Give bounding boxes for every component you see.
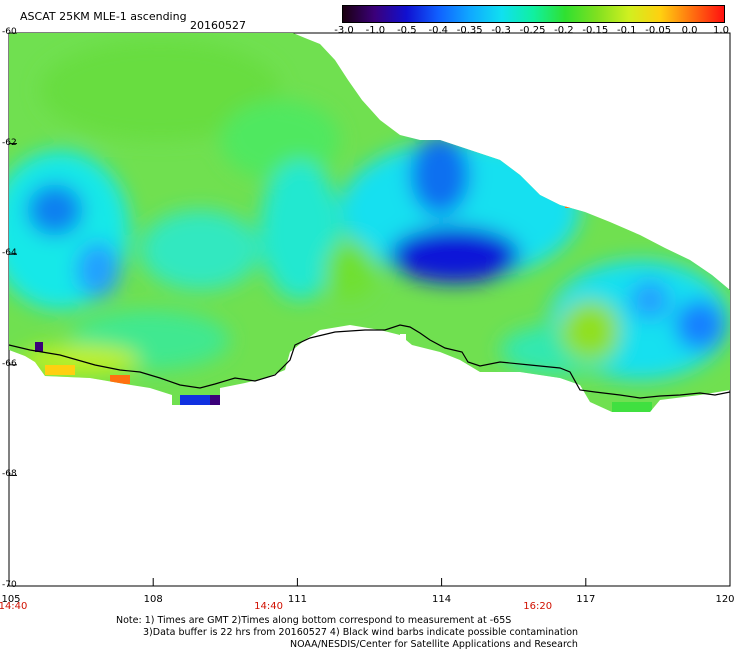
colorbar-tick-label: -0.1	[616, 25, 637, 36]
map-date: 20160527	[190, 19, 246, 32]
time-label: 16:20	[523, 601, 553, 612]
lat-label: -68	[2, 469, 17, 480]
colorbar-tick-label: -0.15	[582, 25, 609, 36]
coastline	[8, 324, 731, 399]
lon-label: 114	[432, 594, 452, 605]
lat-label: -70	[2, 580, 17, 590]
note-line-2: 3)Data buffer is 22 hrs from 20160527 4)…	[143, 627, 579, 638]
colorbar-tick-label: -0.3	[491, 25, 511, 36]
colorbar-tick-label: -3.0	[334, 25, 354, 36]
colorbar-tick-label: -0.05	[645, 25, 672, 36]
lat-label: -66	[2, 358, 17, 369]
lon-label: 108	[143, 594, 163, 605]
colorbar-tick-label: 0.0	[681, 25, 698, 36]
time-label: 14:40	[0, 601, 28, 612]
time-label: 14:40	[254, 601, 283, 612]
lon-label: 111	[287, 594, 307, 605]
colorbar-tick-label: -0.35	[456, 25, 483, 36]
lat-label: -62	[2, 137, 17, 148]
colorbar-tick-label: -0.2	[554, 25, 574, 36]
lon-label: 105	[1, 594, 21, 605]
lat-label: -64	[2, 248, 17, 259]
lon-label: 117	[576, 594, 596, 605]
lon-label: 120	[715, 594, 735, 605]
colorbar-tick-label: -0.4	[428, 25, 449, 36]
colorbar	[342, 5, 725, 23]
note-line-3: NOAA/NESDIS/Center for Satellite Applica…	[290, 639, 578, 650]
colorbar-gradient	[343, 6, 724, 22]
colorbar-tick-label: -1.0	[365, 25, 386, 36]
lat-label: -60	[2, 27, 17, 37]
colorbar-tick-label: -0.25	[519, 25, 546, 36]
map-title: ASCAT 25KM MLE-1 ascending	[20, 10, 187, 23]
note-line-1: Note: 1) Times are GMT 2)Times along bot…	[116, 615, 512, 626]
colorbar-tick-label: 1.0	[713, 25, 729, 36]
colorbar-tick-label: -0.5	[397, 25, 417, 36]
